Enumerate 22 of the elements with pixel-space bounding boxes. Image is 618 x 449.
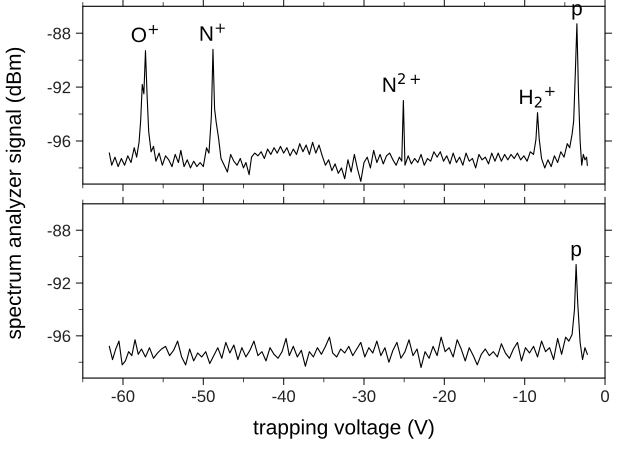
annotation: O$^{+}$ (132, 24, 158, 42)
y-axis-title: spectrum analyzer signal (dBm) (6, 48, 26, 339)
line-series (108, 264, 588, 368)
y-tick-label: -88 (48, 224, 70, 236)
annotation: N$^{2+}$ (384, 73, 420, 92)
y-tick-label: -96 (48, 330, 70, 342)
x-tick-label: -30 (352, 390, 376, 402)
annotation: p (572, 4, 582, 20)
y-tick-label: -92 (48, 277, 70, 290)
x-tick-label: -10 (513, 390, 536, 402)
x-tick-label: -40 (272, 390, 296, 402)
y-tick-label: -92 (48, 82, 70, 94)
annotation: p (572, 244, 582, 260)
annotation: H$_{2}$$^{+}$ (520, 86, 554, 108)
y-tick-label: -96 (48, 135, 70, 148)
x-tick-label: 0 (601, 390, 610, 402)
x-tick-label: -60 (112, 390, 134, 402)
x-tick-label: -50 (192, 390, 215, 402)
y-tick-label: -88 (48, 28, 70, 40)
annotation: N$^{+}$ (200, 24, 225, 41)
x-axis-title: trapping voltage (V) (253, 419, 434, 439)
x-tick-label: -20 (433, 390, 456, 402)
